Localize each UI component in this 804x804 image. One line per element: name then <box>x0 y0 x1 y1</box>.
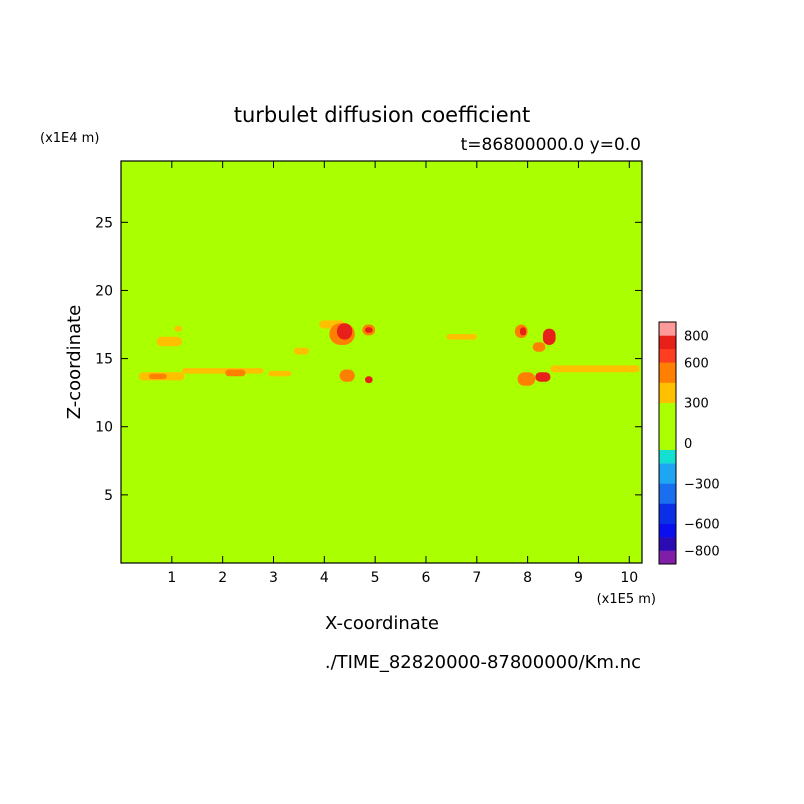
x-unit-label: (x1E5 m) <box>597 592 656 607</box>
colorbar: 800 600 300 0 −300 −600 −800 <box>658 321 720 565</box>
plot-area: 1 2 3 4 5 6 7 8 9 10 5 10 15 20 25 <box>95 160 643 586</box>
x-axis-label: X-coordinate <box>325 613 439 634</box>
x-tick-label: 1 <box>167 570 176 586</box>
x-tick-label: 5 <box>371 570 380 586</box>
colorbar-tick-label: 0 <box>684 437 692 452</box>
y-tick-label: 25 <box>95 215 113 231</box>
contour-patch <box>542 328 556 345</box>
colorbar-swatch <box>659 463 676 484</box>
contour-patch <box>174 325 182 332</box>
x-tick-label: 6 <box>422 570 431 586</box>
colorbar-swatch <box>659 550 676 565</box>
colorbar-tick-label: −300 <box>684 477 720 492</box>
x-tick-label: 4 <box>320 570 329 586</box>
contour-patch <box>156 336 182 347</box>
contour-patch <box>225 369 246 377</box>
colorbar-swatch <box>659 382 676 403</box>
contour-patch <box>446 334 477 340</box>
contour-patch <box>268 370 292 377</box>
y-axis-label: Z-coordinate <box>64 305 85 420</box>
x-tick-label: 8 <box>523 570 532 586</box>
contour-features <box>138 320 640 386</box>
colorbar-swatch <box>659 449 676 464</box>
contour-patch <box>550 365 640 373</box>
colorbar-swatch <box>659 362 676 383</box>
colorbar-tick-label: −600 <box>684 518 720 533</box>
colorbar-tick-label: 800 <box>684 329 709 344</box>
y-axis: 5 10 15 20 25 <box>95 215 642 504</box>
colorbar-swatch <box>659 322 676 336</box>
colorbar-swatch <box>659 402 676 437</box>
colorbar-swatch <box>659 335 676 350</box>
x-tick-label: 10 <box>620 570 638 586</box>
y-unit-label: (x1E4 m) <box>40 131 99 146</box>
contour-patch <box>365 376 373 384</box>
colorbar-swatch <box>659 348 676 363</box>
chart-subtitle: t=86800000.0 y=0.0 <box>461 135 641 155</box>
y-tick-label: 10 <box>95 420 113 436</box>
y-tick-label: 20 <box>95 283 113 299</box>
colorbar-frame <box>658 321 677 565</box>
contour-patch <box>520 327 527 336</box>
y-tick-label: 15 <box>95 352 113 368</box>
contour-patch <box>365 327 373 333</box>
colorbar-swatch <box>659 436 676 450</box>
colorbar-tick-label: 600 <box>684 356 709 371</box>
colorbar-swatch <box>659 537 676 551</box>
contour-patch <box>517 372 536 386</box>
contour-patch <box>535 372 551 382</box>
x-tick-label: 9 <box>574 570 583 586</box>
y-tick-label: 5 <box>104 488 113 504</box>
contour-patch <box>182 368 264 374</box>
colorbar-swatch <box>659 523 676 538</box>
contour-patch <box>293 347 309 355</box>
contour-patch <box>532 342 546 352</box>
x-axis: 1 2 3 4 5 6 7 8 9 10 <box>167 161 638 586</box>
colorbar-swatch <box>659 503 676 524</box>
contour-patch <box>149 373 167 380</box>
plot-frame <box>120 160 643 564</box>
source-file-label: ./TIME_82820000-87800000/Km.nc <box>325 652 641 673</box>
plot-background <box>121 161 642 563</box>
x-tick-label: 7 <box>472 570 481 586</box>
colorbar-tick-label: 300 <box>684 397 709 412</box>
x-tick-label: 3 <box>269 570 278 586</box>
contour-patch <box>339 369 355 382</box>
colorbar-swatch <box>659 483 676 504</box>
chart-title: turbulet diffusion coefficient <box>234 103 531 127</box>
colorbar-tick-label: −800 <box>684 545 720 560</box>
contour-patch <box>337 323 353 340</box>
x-tick-label: 2 <box>218 570 227 586</box>
